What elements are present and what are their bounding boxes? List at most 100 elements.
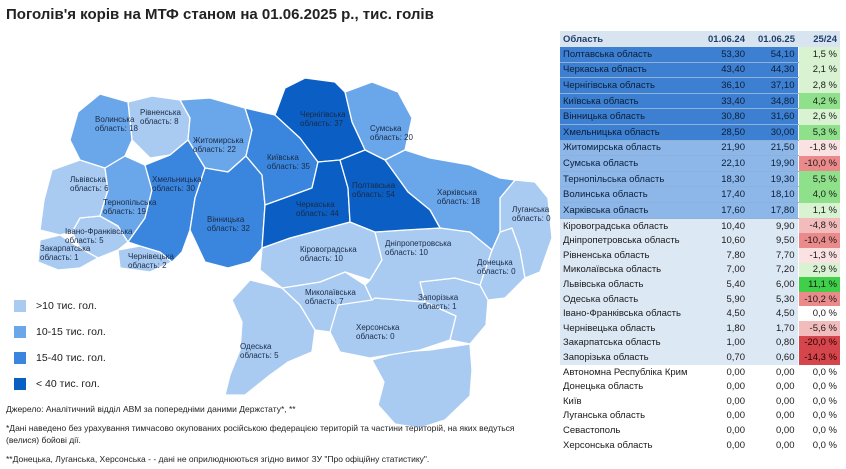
cell-change: 5,5 % [797,171,840,187]
cell-region: Одеська область [560,291,698,307]
cell-2025: 34,80 [748,93,798,110]
cell-2025: 0,80 [748,335,798,351]
cell-region: Львівська область [560,277,698,292]
map-label-ternopilska: Тернопільська область: 19 [103,198,157,216]
cell-2025: 0,00 [748,408,798,424]
cell-2024: 0,00 [698,379,748,395]
cell-2025: 5,30 [748,291,798,307]
column-header-2024: 01.06.24 [698,31,748,47]
cell-change: 0,0 % [797,408,840,424]
cell-2025: 0,00 [748,364,798,380]
cell-2025: 19,30 [748,171,798,188]
cell-2025: 6,00 [748,277,798,292]
cell-region: Херсонська область [560,437,698,453]
region-luhanska [499,179,553,279]
map-label-poltavska: Полтавська область: 54 [352,181,396,199]
column-header-region: Область [560,31,698,47]
table-row: Херсонська область 0,00 0,00 0,0 % [560,437,840,453]
cell-2025: 18,10 [748,186,798,204]
region-crimea [371,343,473,429]
footnote-statistics-law: **Донецька, Луганська, Херсонська - - да… [6,453,430,464]
map-label-cherkaska: Черкаська область: 44 [296,200,340,218]
map-label-chernihivska: Чернігівська область: 37 [300,110,346,128]
table-row: Чернігівська область 36,10 37,10 2,8 % [560,77,840,94]
cell-2025: 21,50 [748,140,798,157]
legend-swatch [14,378,26,390]
cell-change: -1,3 % [797,247,840,263]
cell-change: 0,0 % [797,437,840,453]
cell-change: 11,1 % [797,277,840,292]
cell-2024: 0,70 [698,350,748,365]
cell-2024: 53,30 [698,47,748,63]
cell-region: Чернівецька область [560,320,698,336]
cell-change: -10,4 % [797,233,840,248]
table-row: Вінницька область 30,80 31,60 2,6 % [560,108,840,126]
cell-region: Донецька область [560,379,698,395]
cell-change: 0,0 % [797,379,840,395]
cell-2024: 21,90 [698,140,748,157]
footnote-occupied: *Дані наведено без урахування тимчасово … [6,422,515,446]
table-row: Київська область 33,40 34,80 4,2 % [560,93,840,110]
table-row: Луганська область 0,00 0,00 0,0 % [560,408,840,424]
map-label-luhanska: Луганська область: 0 [512,205,551,223]
table-row: Рівненська область 7,80 7,70 -1,3 % [560,247,840,263]
cell-2025: 19,90 [748,155,798,172]
cell-2025: 9,50 [748,233,798,248]
cell-2024: 0,00 [698,408,748,424]
legend-swatch [14,300,26,312]
table-row: Севастополь 0,00 0,00 0,0 % [560,423,840,438]
map-label-dnipropetrovska: Дніпропетровська область: 10 [385,239,452,257]
cell-change: -1,8 % [797,140,840,156]
cell-2024: 10,40 [698,218,748,234]
cell-2025: 0,00 [748,379,798,395]
table-row: Житомирська область 21,90 21,50 -1,8 % [560,140,840,157]
cell-2024: 1,80 [698,320,748,336]
cell-2025: 0,00 [748,437,798,453]
cell-2025: 1,70 [748,320,798,336]
cell-2025: 17,80 [748,202,798,219]
map-label-sumska: Сумська область: 20 [370,124,414,142]
cell-region: Дніпропетровська область [560,233,698,248]
cell-region: Полтавська область [560,47,698,63]
cell-change: 1,1 % [797,202,840,219]
map-label-chernivetska: Чернівецька область: 2 [128,252,174,270]
cell-2025: 44,30 [748,62,798,79]
table-row: Хмельницька область 28,50 30,00 5,3 % [560,124,840,141]
cell-2024: 5,40 [698,277,748,292]
map-label-ivano-frankivska: Івано-Франківська область: 5 [65,227,133,245]
table-row: Черкаська область 43,40 44,30 2,1 % [560,62,840,79]
table-row: Харківська область 17,60 17,80 1,1 % [560,202,840,219]
legend-item: >10 тис. гол. [14,300,106,312]
notes: Джерело: Аналітичний відділ АВМ за попер… [6,403,546,465]
cell-region: Івано-Франківська область [560,306,698,321]
cell-2024: 30,80 [698,108,748,126]
cell-region: Луганська область [560,408,698,424]
cell-region: Черкаська область [560,62,698,79]
cell-2024: 17,60 [698,202,748,219]
cell-2024: 0,00 [698,364,748,380]
region-poltavska [339,149,441,233]
cell-2024: 7,80 [698,247,748,263]
table-row: Сумська область 22,10 19,90 -10,0 % [560,155,840,172]
cell-region: Волинська область [560,186,698,204]
region-khmelnytska [127,139,206,263]
table-row: Одеська область 5,90 5,30 -10,2 % [560,291,840,307]
map-label-rivnenska: Рівненська область: 8 [140,108,181,126]
cell-change: 5,3 % [797,124,840,141]
cell-change: -14,3 % [797,350,840,365]
cell-2024: 1,00 [698,335,748,351]
map-label-lvivska: Львівська область: 6 [70,175,109,193]
map-label-kharkivska: Харківська область: 18 [437,188,481,206]
region-zakarpatska [37,234,99,271]
cell-change: 0,0 % [797,364,840,380]
cell-2024: 0,00 [698,394,748,409]
cell-2025: 37,10 [748,77,798,94]
cell-change: 0,0 % [797,394,840,409]
cell-2024: 0,00 [698,423,748,438]
cell-2024: 33,40 [698,93,748,110]
table-row: Миколаївська область 7,00 7,20 2,9 % [560,262,840,278]
cell-change: 2,6 % [797,108,840,125]
cell-change: -20,0 % [797,335,840,351]
cell-2024: 17,40 [698,186,748,204]
